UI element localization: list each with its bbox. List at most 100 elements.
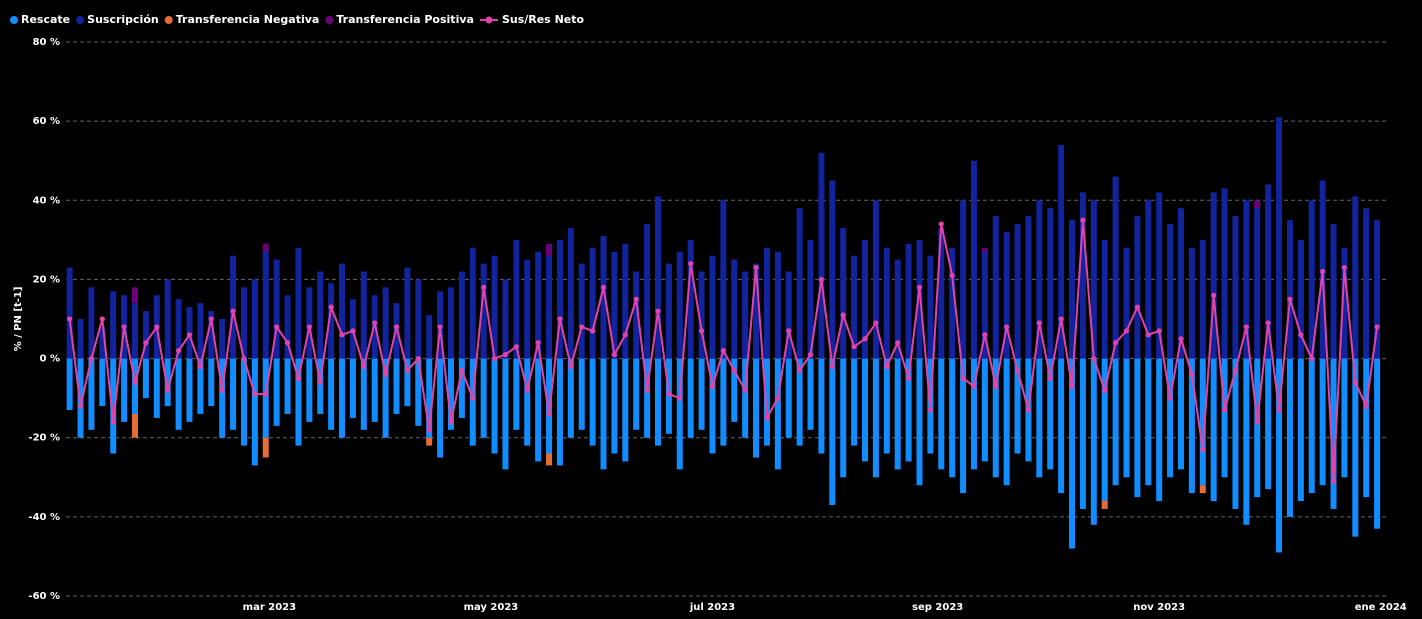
bar [1341, 247, 1348, 359]
bar [317, 271, 324, 359]
line-point [644, 387, 650, 393]
line-point [971, 383, 977, 389]
bar [1014, 358, 1021, 454]
line-point [818, 276, 825, 283]
line-point [132, 379, 138, 385]
bar [1254, 200, 1261, 209]
bar [676, 251, 683, 359]
bar [1319, 358, 1326, 486]
line-point [524, 387, 530, 393]
bar [1243, 200, 1250, 359]
bar [1101, 358, 1108, 502]
bar [502, 358, 509, 470]
x-tick-label: may 2023 [464, 602, 519, 613]
bar [567, 358, 574, 438]
line-point [339, 332, 345, 338]
bar [197, 303, 204, 359]
bar [1123, 358, 1130, 478]
bar [1276, 117, 1283, 359]
bar [763, 358, 770, 446]
line-point [1211, 292, 1217, 298]
line-point [786, 328, 792, 334]
bar [644, 358, 651, 438]
bar [66, 267, 73, 359]
bar [1156, 358, 1163, 502]
line-point [546, 411, 552, 417]
line-point [688, 261, 694, 267]
bar [1112, 358, 1119, 486]
bar [981, 247, 988, 252]
line-point [905, 375, 912, 381]
bar [556, 239, 563, 359]
bar [360, 358, 367, 430]
bar [1069, 358, 1076, 549]
line-point [306, 324, 312, 330]
bar [960, 200, 967, 359]
line-point [622, 332, 628, 338]
bar [1221, 188, 1228, 359]
bar [1352, 196, 1359, 359]
bar [458, 358, 465, 418]
line-point [1341, 264, 1348, 271]
bar [524, 259, 531, 359]
line-point [197, 363, 203, 370]
line-point [862, 336, 868, 342]
bar [1167, 358, 1174, 478]
line-point [1276, 407, 1282, 413]
line-point [840, 312, 846, 318]
bar [992, 216, 999, 359]
bar [295, 358, 302, 446]
bar [110, 358, 117, 454]
bar [1156, 192, 1163, 359]
y-tick-label: 20 % [33, 274, 60, 285]
bar [1374, 358, 1381, 529]
bar [1069, 220, 1076, 359]
line-point [1156, 328, 1162, 334]
bar [404, 358, 411, 407]
bar [1341, 358, 1348, 478]
bar [458, 271, 465, 359]
line-point [1113, 340, 1119, 346]
bar [273, 259, 280, 359]
bar [829, 180, 836, 359]
bar [121, 358, 128, 422]
bar [1090, 358, 1097, 525]
line-point [502, 352, 509, 358]
bar [807, 239, 814, 359]
line-point [1145, 332, 1151, 338]
line-point [797, 367, 803, 374]
bar [742, 271, 749, 359]
bar [99, 358, 106, 407]
y-tick-label: 60 % [33, 116, 60, 127]
bar [1265, 358, 1272, 490]
line-point [317, 379, 323, 385]
bar [556, 358, 563, 466]
line-point [165, 387, 171, 393]
bar [992, 358, 999, 478]
bar [840, 358, 847, 478]
bar [524, 358, 531, 446]
line-point [949, 272, 955, 279]
bar [1003, 231, 1010, 359]
line-point [437, 324, 443, 330]
bar [393, 358, 400, 414]
bar [949, 358, 956, 478]
bar [1090, 200, 1097, 359]
legend: Rescate Suscripción Transferencia Negativa… [10, 13, 584, 26]
bar [546, 453, 553, 466]
line-point [884, 363, 890, 370]
line-point [807, 352, 814, 358]
bar [633, 271, 640, 359]
line-point [1309, 355, 1315, 362]
line-point [1058, 316, 1064, 322]
x-tick-label: nov 2023 [1133, 602, 1185, 613]
bar [1286, 358, 1293, 517]
line-point [775, 395, 781, 401]
line-point [611, 352, 618, 358]
bar [872, 200, 879, 359]
bar [371, 358, 378, 422]
line-point [655, 308, 661, 314]
bar [1145, 200, 1152, 359]
y-tick-label: -60 % [28, 591, 60, 602]
